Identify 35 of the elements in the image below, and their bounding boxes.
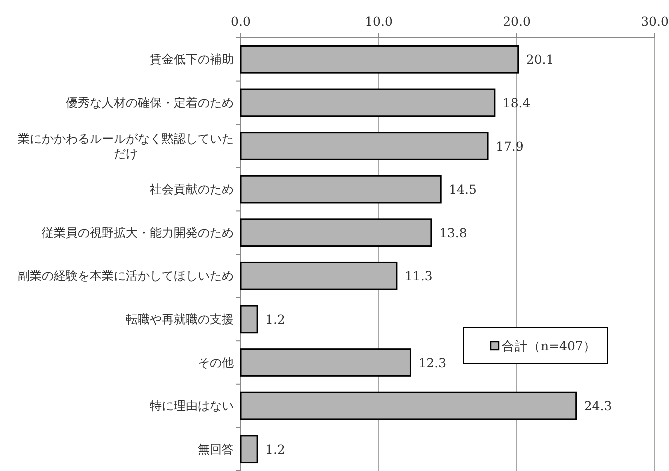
bar	[240, 392, 578, 420]
bar	[240, 348, 412, 377]
bar	[240, 262, 398, 290]
data-label: 1.2	[266, 312, 286, 327]
data-label: 11.3	[404, 268, 433, 284]
y-tick-label: 優秀な人材の確保・定着のため	[66, 96, 234, 110]
bar	[240, 218, 432, 248]
y-tick-label: 業にかかわるルールがなく黙認していただけ	[18, 132, 234, 161]
x-tick-label: 30.0	[641, 14, 669, 29]
y-tick-label: 無回答	[198, 442, 234, 456]
data-label: 14.5	[449, 182, 477, 198]
bar	[240, 175, 442, 204]
bar	[240, 132, 489, 160]
data-label: 17.9	[496, 138, 524, 154]
bar	[240, 305, 258, 334]
y-tick-label: 転職や再就職の支援	[126, 312, 234, 326]
y-tick-label: 社会貢献のため	[150, 182, 234, 197]
legend-label: 合計（n=407）	[502, 338, 596, 354]
x-tick-label: 0.0	[231, 14, 251, 29]
y-tick-label: その他	[198, 356, 234, 370]
y-tick-label: 特に理由はない	[150, 399, 234, 414]
bar	[240, 435, 258, 464]
bar	[240, 45, 520, 74]
x-tick-label: 10.0	[365, 14, 393, 29]
y-tick-label: 従業員の視野拡大・能力開発のため	[42, 226, 234, 240]
data-label: 13.8	[439, 225, 468, 240]
data-label: 12.3	[418, 355, 447, 370]
bar	[240, 88, 496, 118]
data-label: 24.3	[584, 398, 612, 414]
data-label: 20.1	[526, 52, 554, 68]
y-tick-label: 副業の経験を本業に活かしてほしいため	[18, 269, 234, 284]
data-label: 18.4	[502, 95, 531, 110]
y-tick-label: 賃金低下の補助	[150, 52, 234, 67]
x-tick-label: 20.0	[503, 14, 531, 29]
data-label: 1.2	[266, 442, 286, 457]
